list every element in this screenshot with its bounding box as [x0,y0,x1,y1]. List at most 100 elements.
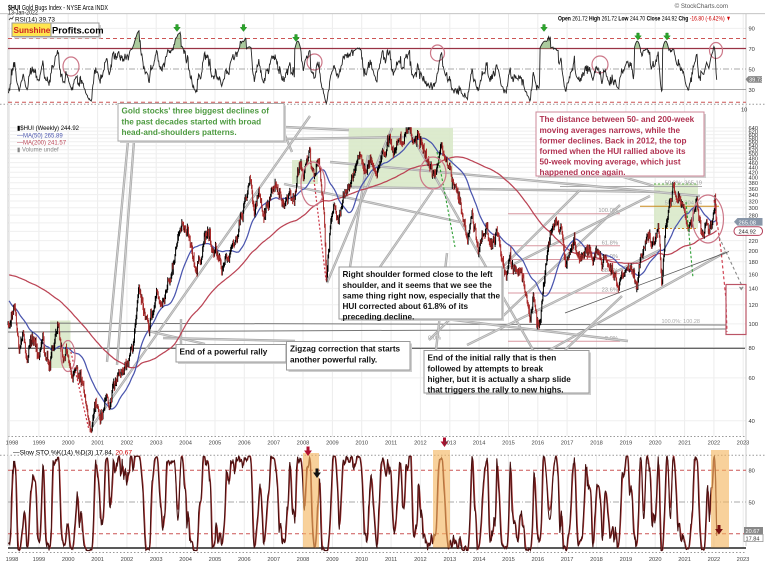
svg-text:120: 120 [749,303,759,309]
svg-text:1998: 1998 [6,557,19,563]
svg-text:380: 380 [749,181,759,187]
svg-text:80: 80 [749,469,755,475]
svg-text:140: 140 [749,287,759,293]
svg-text:2019: 2019 [620,557,633,563]
svg-text:End of the initial rally that: End of the initial rally that is then fol… [428,354,572,395]
svg-text:265.08: 265.08 [739,220,756,226]
svg-text:2009: 2009 [326,557,339,563]
svg-text:2010: 2010 [355,441,368,447]
svg-text:420: 420 [749,171,759,177]
svg-text:2012: 2012 [414,557,427,563]
svg-text:360: 360 [749,187,759,193]
svg-text:2018: 2018 [590,557,603,563]
svg-text:2018: 2018 [590,441,603,447]
svg-text:1999: 1999 [33,557,46,563]
svg-text:2001: 2001 [91,557,104,563]
svg-text:2020: 2020 [649,557,662,563]
svg-text:160: 160 [749,273,759,279]
svg-text:—Slow STO %K(14) %D(3) 17.84,: —Slow STO %K(14) %D(3) 17.84, 20.67 [13,449,132,456]
svg-text:Profits.com: Profits.com [52,25,104,36]
svg-text:244.92: 244.92 [739,230,756,236]
svg-text:17.84: 17.84 [746,536,760,542]
svg-text:90: 90 [749,27,755,33]
svg-text:220: 220 [749,239,759,245]
svg-text:50.0%: 365.19: 50.0%: 365.19 [665,181,702,187]
svg-text:440: 440 [749,166,759,172]
svg-text:2016: 2016 [531,441,544,447]
svg-text:2013: 2013 [443,441,456,447]
svg-text:2002: 2002 [121,441,134,447]
svg-text:—MA(200) 241.57: —MA(200) 241.57 [17,141,67,147]
svg-text:300: 300 [749,206,759,212]
svg-text:60: 60 [749,376,755,382]
svg-text:2000: 2000 [62,557,75,563]
svg-text:2015: 2015 [502,441,515,447]
svg-text:2023: 2023 [737,557,750,563]
svg-text:2012: 2012 [414,441,427,447]
svg-text:2021: 2021 [678,441,691,447]
svg-text:500: 500 [749,152,759,158]
svg-text:Open 261.72 High 261.72 Low 24: Open 261.72 High 261.72 Low 244.70 Close… [558,16,731,23]
svg-text:2017: 2017 [561,441,574,447]
svg-text:2007: 2007 [267,557,280,563]
svg-text:Sunshine: Sunshine [14,26,51,35]
svg-text:340: 340 [749,193,759,199]
svg-text:2005: 2005 [209,557,222,563]
svg-text:61.8%: 61.8% [602,240,618,246]
svg-text:80: 80 [749,346,755,352]
svg-text:2011: 2011 [385,441,397,447]
svg-text:20.67: 20.67 [746,529,760,535]
svg-text:—MA(50) 265.89: —MA(50) 265.89 [17,134,63,140]
svg-text:2023: 2023 [737,441,750,447]
svg-text:2022: 2022 [708,557,721,563]
svg-text:2008: 2008 [297,441,310,447]
svg-text:1999: 1999 [33,441,46,447]
svg-text:480: 480 [749,156,759,162]
svg-text:Gold stocks' three biggest dec: Gold stocks' three biggest declines of th… [122,107,270,137]
svg-text:2015: 2015 [502,557,515,563]
svg-text:70: 70 [749,47,755,53]
svg-text:400: 400 [749,176,759,182]
svg-text:40: 40 [749,419,755,425]
svg-text:1998: 1998 [6,441,19,447]
svg-text:13-Jan-2022: 13-Jan-2022 [8,10,38,17]
svg-text:23.6%: 23.6% [602,288,618,294]
svg-text:600: 600 [749,133,759,139]
svg-text:2003: 2003 [150,441,163,447]
svg-text:50: 50 [749,67,755,73]
svg-text:39.73: 39.73 [749,78,763,84]
svg-text:640: 640 [749,126,759,132]
svg-text:2020: 2020 [649,441,662,447]
svg-text:2007: 2007 [267,441,280,447]
svg-text:End of a powerful rally: End of a powerful rally [180,348,268,357]
svg-text:50: 50 [749,500,755,506]
svg-text:2009: 2009 [326,441,339,447]
svg-text:▮ Volume undef: ▮ Volume undef [17,148,59,154]
svg-text:The distance between 50- and 2: The distance between 50- and 200-week mov… [540,115,695,177]
svg-text:10: 10 [741,108,747,114]
svg-text:2022: 2022 [708,441,721,447]
svg-text:0.0%: 0.0% [428,336,441,342]
svg-text:2006: 2006 [238,557,251,563]
svg-text:2019: 2019 [620,441,633,447]
svg-text:2003: 2003 [150,557,163,563]
svg-text:620: 620 [749,129,759,135]
svg-text:580: 580 [749,136,759,142]
svg-text:2004: 2004 [179,441,192,447]
svg-text:2011: 2011 [385,557,397,563]
svg-text:2013: 2013 [443,557,456,563]
svg-text:$HUI Gold Bugs Index - NYSE Ar: $HUI Gold Bugs Index - NYSE Arca INDX [8,3,108,12]
svg-text:460: 460 [749,161,759,167]
svg-text:2010: 2010 [355,557,368,563]
svg-text:520: 520 [749,148,759,154]
svg-text:100: 100 [749,322,759,328]
svg-text:2008: 2008 [297,557,310,563]
svg-text:180: 180 [749,260,759,266]
svg-text:540: 540 [749,144,759,150]
svg-text:100.0%: 100.28: 100.0%: 100.28 [661,319,700,325]
svg-text:© StockCharts.com: © StockCharts.com [675,3,728,10]
svg-text:2001: 2001 [91,441,104,447]
svg-text:2004: 2004 [179,557,192,563]
svg-text:2016: 2016 [531,557,544,563]
